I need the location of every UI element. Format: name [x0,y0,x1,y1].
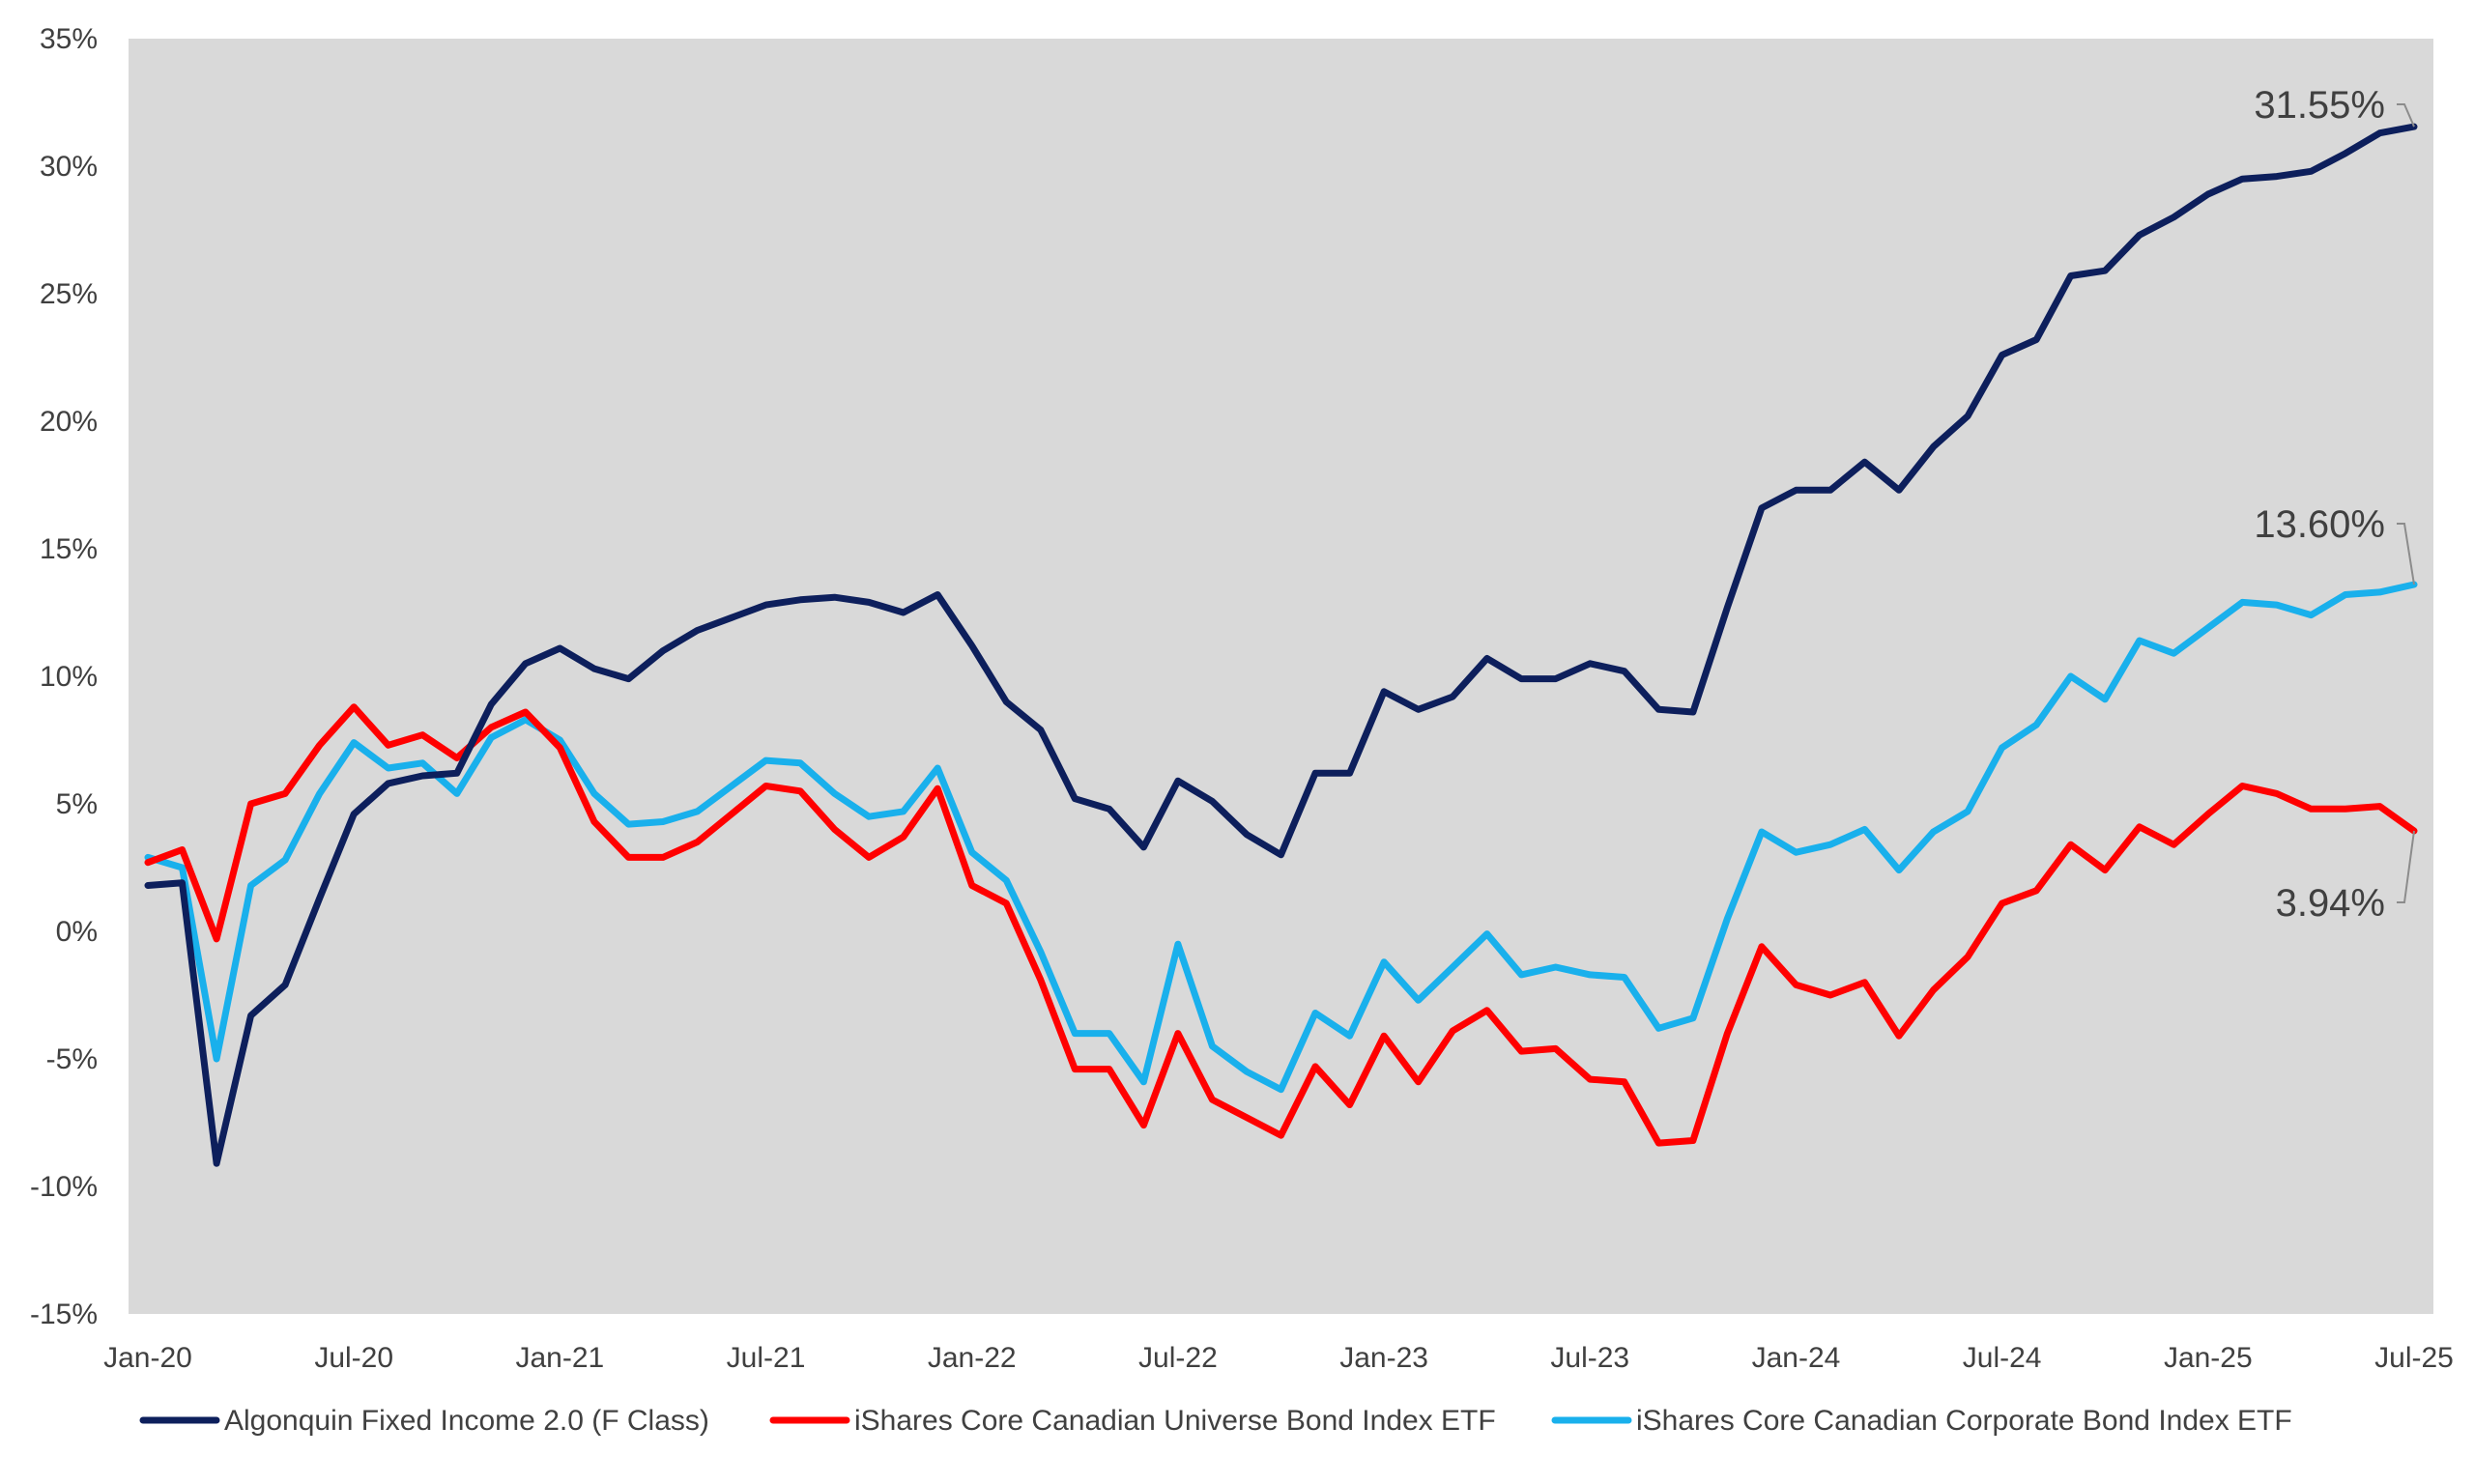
legend-label: iShares Core Canadian Universe Bond Inde… [854,1405,1496,1437]
y-tick-label: 15% [40,533,98,565]
legend-label: Algonquin Fixed Income 2.0 (F Class) [224,1405,709,1437]
y-tick-label: 0% [56,916,98,948]
legend-label: iShares Core Canadian Corporate Bond Ind… [1636,1405,2292,1437]
end-label-leader [2397,523,2415,585]
end-labels: 31.55% 13.60% 3.94% [2254,84,2415,925]
x-tick-label: Jan-24 [1752,1342,1841,1374]
y-tick-label: 35% [40,23,98,55]
end-label-leader [2397,830,2415,903]
y-tick-label: -5% [46,1043,98,1075]
x-tick-label: Jan-22 [928,1342,1017,1374]
end-value-label: 31.55% [2254,84,2385,127]
x-tick-label: Jul-20 [314,1342,393,1374]
x-tick-label: Jan-21 [515,1342,604,1374]
y-tick-label: -15% [30,1298,98,1330]
y-axis-ticks: -15% -10% -5% 0% 5% 10% 15% 20% 25% 30% 35% [30,23,98,1330]
series-line [144,703,2418,1147]
x-tick-label: Jul-21 [727,1342,806,1374]
x-tick-label: Jan-25 [2164,1342,2253,1374]
series-line [144,581,2418,1094]
plot-area [129,39,2433,1314]
series-line [144,123,2418,1167]
y-tick-label: -10% [30,1171,98,1203]
y-tick-label: 25% [40,278,98,310]
x-tick-label: Jul-25 [2374,1342,2454,1374]
series-lines [144,123,2418,1167]
x-tick-label: Jul-22 [1138,1342,1218,1374]
legend: Algonquin Fixed Income 2.0 (F Class) iSha… [139,1405,2292,1437]
x-tick-label: Jul-23 [1550,1342,1629,1374]
x-tick-label: Jul-24 [1963,1342,2042,1374]
end-value-label: 3.94% [2276,882,2385,925]
y-tick-label: 5% [56,788,98,820]
x-tick-label: Jan-20 [103,1342,192,1374]
y-tick-label: 10% [40,661,98,693]
y-tick-label: 30% [40,151,98,183]
end-label-leader [2397,103,2415,128]
x-tick-label: Jan-23 [1339,1342,1428,1374]
end-value-label: 13.60% [2254,503,2385,546]
y-tick-label: 20% [40,406,98,438]
x-axis-ticks: Jan-20 Jul-20 Jan-21 Jul-21 Jan-22 Jul-22 Jan-… [103,1342,2454,1374]
